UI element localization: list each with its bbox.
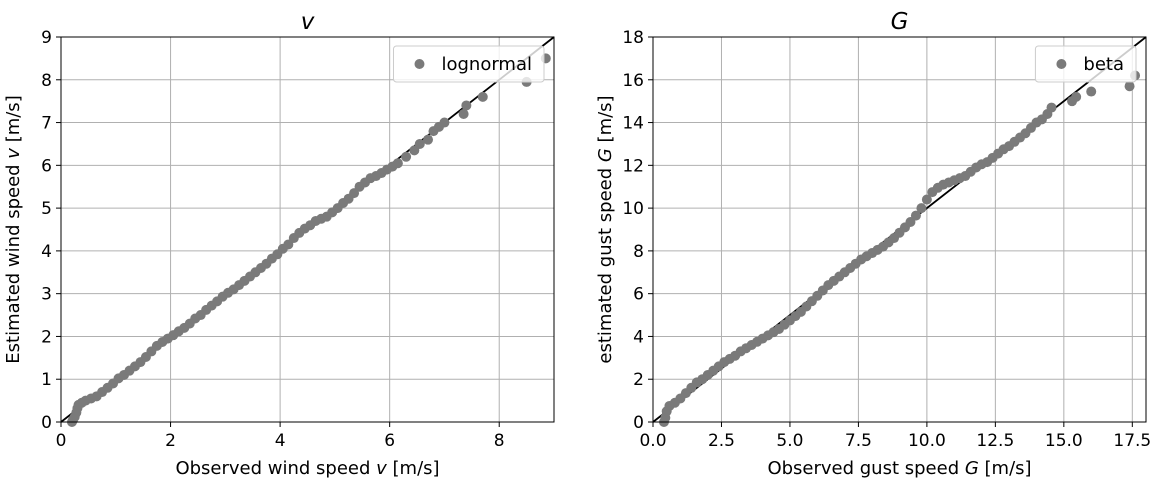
legend: beta [1034, 45, 1137, 83]
panel-gust-speed: 0.0 2.5 5.0 7.5 10.0 12.5 15.0 17.5 0 2 4 6 8 10 12 14… [595, 9, 1151, 479]
y-tick-label: 5 [41, 199, 52, 219]
x-tick-label: 0.0 [639, 431, 666, 451]
data-point [401, 151, 412, 162]
y-tick-labels: 0 2 4 6 8 10 12 14 16 18 [622, 28, 653, 433]
y-tick-label: 0 [41, 413, 52, 433]
y-tick-label: 16 [622, 71, 644, 91]
y-tick-label: 2 [633, 370, 644, 390]
x-tick-label: 17.5 [1113, 431, 1151, 451]
x-tick-labels: 0 2 4 6 8 [56, 422, 505, 451]
y-axis-label: estimated gust speed G [m/s] [595, 95, 616, 363]
y-tick-label: 3 [41, 285, 52, 305]
x-tick-label: 10.0 [908, 431, 946, 451]
legend-marker [414, 59, 425, 69]
data-point [458, 109, 469, 119]
data-point [423, 134, 434, 145]
data-point [1046, 102, 1057, 113]
data-point [1071, 91, 1082, 102]
y-tick-label: 1 [41, 370, 52, 390]
chart-title: G [891, 9, 909, 35]
x-tick-label: 2.5 [708, 431, 735, 451]
data-point [477, 91, 488, 102]
y-tick-label: 10 [622, 199, 644, 219]
x-tick-label: 5.0 [776, 431, 803, 451]
data-point [439, 117, 450, 128]
chart-title: v [301, 9, 315, 35]
y-tick-label: 6 [633, 285, 644, 305]
y-tick-label: 6 [41, 156, 52, 176]
y-tick-label: 14 [622, 114, 644, 134]
y-tick-label: 8 [633, 242, 644, 262]
data-point [461, 100, 472, 111]
data-point [1124, 81, 1135, 92]
axes-frame [60, 36, 555, 423]
panel-wind-speed: 0 2 4 6 8 0 1 2 3 4 5 6 7 8 9 v Observed wind speed v… [3, 9, 555, 479]
y-tick-labels: 0 1 2 3 4 5 6 7 8 9 [41, 28, 61, 433]
y-tick-label: 2 [41, 327, 52, 347]
x-tick-label: 15.0 [1045, 431, 1083, 451]
scatter-points [658, 70, 1141, 427]
x-axis-label: Observed gust speed G [m/s] [767, 458, 1031, 479]
data-point [916, 203, 927, 214]
y-tick-label: 9 [41, 28, 52, 48]
x-tick-label: 7.5 [845, 431, 872, 451]
x-tick-label: 2 [165, 431, 176, 451]
legend-box [392, 45, 545, 83]
y-tick-label: 0 [633, 413, 644, 433]
y-tick-label: 4 [41, 242, 52, 262]
y-tick-label: 8 [41, 71, 52, 91]
legend-label: lognormal [441, 54, 532, 75]
data-point [1086, 86, 1097, 97]
x-axis-label: Observed wind speed v [m/s] [175, 458, 439, 479]
x-tick-label: 6 [384, 431, 395, 451]
data-point [921, 194, 932, 205]
y-tick-label: 12 [622, 156, 644, 176]
y-tick-label: 18 [622, 28, 644, 48]
legend-box [1034, 45, 1137, 83]
data-point [392, 158, 403, 169]
x-tick-labels: 0.0 2.5 5.0 7.5 10.0 12.5 15.0 17.5 [639, 422, 1151, 451]
y-axis-label: Estimated wind speed v [m/s] [3, 95, 24, 363]
data-point [414, 138, 425, 149]
legend-marker [1056, 59, 1067, 69]
y-tick-label: 4 [633, 327, 644, 347]
data-point [910, 210, 921, 221]
legend: lognormal [392, 45, 545, 83]
x-tick-label: 8 [494, 431, 505, 451]
x-tick-label: 0 [56, 431, 67, 451]
x-tick-label: 4 [275, 431, 286, 451]
legend-label: beta [1083, 54, 1124, 75]
x-tick-label: 12.5 [976, 431, 1014, 451]
axes-frame [652, 36, 1147, 423]
scatter-points [66, 53, 551, 427]
y-tick-label: 7 [41, 114, 52, 134]
